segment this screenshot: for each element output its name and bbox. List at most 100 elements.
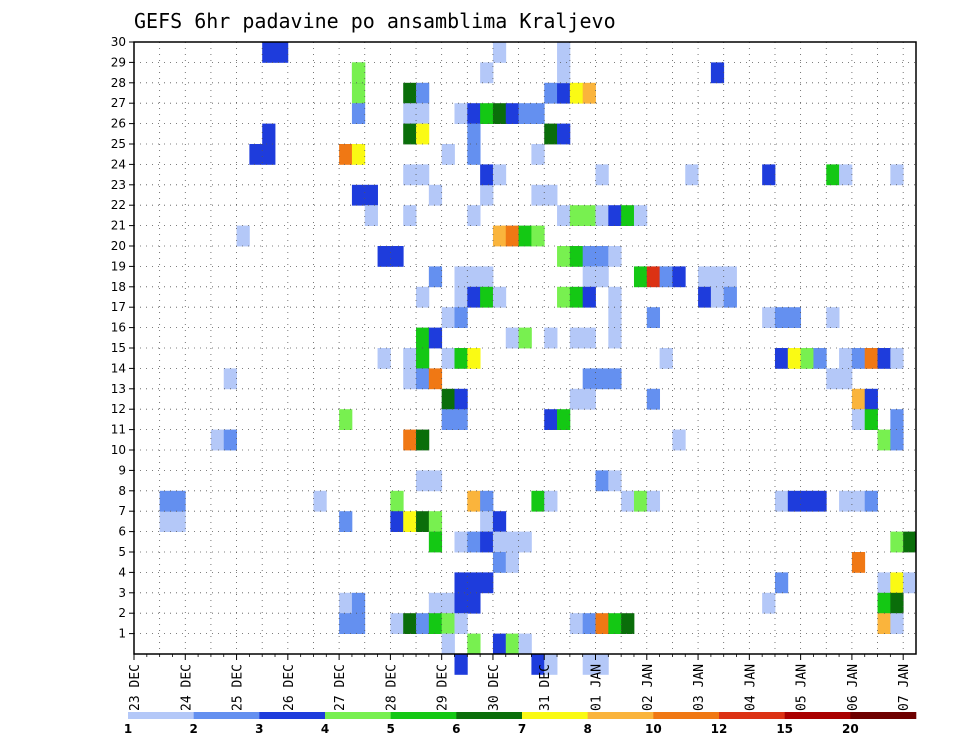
heat-cell <box>364 184 378 206</box>
heat-cell <box>262 42 276 63</box>
heat-cell <box>557 82 571 104</box>
x-tick-label: 06 JAN <box>846 664 861 711</box>
heat-cell <box>646 307 661 328</box>
heat-cell <box>544 123 558 145</box>
heat-cell <box>826 164 840 186</box>
colorbar-label: 1 <box>124 722 132 736</box>
heat-cell <box>454 613 468 634</box>
heat-cell <box>774 572 789 594</box>
heat-cell <box>416 123 430 145</box>
heat-cell <box>480 266 494 288</box>
heat-cell <box>851 490 866 512</box>
heat-cell <box>633 490 648 512</box>
heat-cell <box>531 654 545 675</box>
heat-cell <box>416 429 430 451</box>
heat-cell <box>608 246 622 267</box>
heat-cell <box>505 531 519 553</box>
colorbar-label: 20 <box>842 722 859 736</box>
heat-cell <box>339 144 353 165</box>
heat-cell <box>544 82 558 104</box>
heat-cell <box>595 654 609 675</box>
heat-cell <box>339 409 353 430</box>
heat-cell <box>659 348 673 369</box>
heat-cell <box>505 103 519 124</box>
heat-cell <box>582 613 596 634</box>
y-tick-label: 24 <box>111 157 126 171</box>
heat-cell <box>492 164 507 186</box>
heat-cell <box>531 490 545 512</box>
y-tick-label: 4 <box>118 565 126 579</box>
heat-cell <box>390 246 404 267</box>
heat-cell <box>698 266 712 288</box>
colorbar-swatch <box>456 712 523 719</box>
heat-cell <box>839 368 853 390</box>
colorbar-swatch <box>128 712 194 719</box>
colorbar-label: 12 <box>711 722 728 736</box>
heat-cell <box>557 246 571 267</box>
heat-cell <box>428 368 443 390</box>
heat-cell <box>416 164 430 186</box>
x-tick-label: 01 JAN <box>590 664 605 711</box>
heat-cell <box>159 511 173 532</box>
heat-cell <box>774 348 789 369</box>
heat-cell <box>313 490 327 512</box>
heat-cell <box>403 429 417 451</box>
heat-cell <box>890 429 904 451</box>
heat-cell <box>518 633 532 655</box>
heat-cell <box>428 184 443 206</box>
heat-cell <box>685 164 699 186</box>
heat-cell <box>595 470 609 492</box>
heat-cell <box>467 123 481 145</box>
heat-cell <box>877 348 891 369</box>
heat-cell <box>441 388 455 410</box>
heat-cell <box>467 286 481 308</box>
x-tick-label: 07 JAN <box>897 664 912 711</box>
heat-cell <box>467 266 481 288</box>
x-tick-label: 23 DEC <box>128 664 143 711</box>
heat-cell <box>480 490 494 512</box>
heat-cell <box>582 368 596 390</box>
heat-cell <box>441 409 455 430</box>
heat-cell <box>531 184 545 206</box>
heat-cell <box>467 531 481 553</box>
heat-cell <box>467 490 481 512</box>
heat-cell <box>492 552 507 573</box>
heat-cell <box>787 490 802 512</box>
heat-cell <box>351 144 366 165</box>
heat-cell <box>800 348 814 369</box>
heat-cell <box>582 246 596 267</box>
heat-cell <box>672 266 686 288</box>
heat-cell <box>275 42 289 63</box>
heat-cell <box>903 531 917 553</box>
heat-cell <box>557 62 571 84</box>
y-tick-label: 25 <box>111 137 126 151</box>
heat-cell <box>774 307 789 328</box>
heat-cell <box>582 205 596 226</box>
heat-cell <box>839 348 853 369</box>
heat-cell <box>518 531 532 553</box>
heat-cell <box>813 348 827 369</box>
y-tick-label: 27 <box>111 96 126 110</box>
heat-cell <box>428 531 443 553</box>
heat-cell <box>505 225 519 247</box>
heat-cell <box>851 348 866 369</box>
heat-cell <box>403 511 417 532</box>
heat-cell <box>864 490 878 512</box>
heat-cell <box>608 307 622 328</box>
heat-cell <box>890 348 904 369</box>
x-tick-label: 02 JAN <box>641 664 656 711</box>
heat-cell <box>223 368 237 390</box>
heat-cell <box>864 409 878 430</box>
heat-cell <box>505 552 519 573</box>
heat-cell <box>826 368 840 390</box>
heat-cell <box>416 82 430 104</box>
heat-cell <box>544 327 558 349</box>
y-tick-label: 29 <box>111 55 126 69</box>
x-tick-label: 27 DEC <box>333 664 348 711</box>
heat-cell <box>428 592 443 614</box>
y-tick-label: 21 <box>111 219 126 233</box>
heat-cell <box>851 409 866 430</box>
heat-cell <box>390 490 404 512</box>
heat-cell <box>877 613 891 634</box>
heat-cell <box>890 409 904 430</box>
